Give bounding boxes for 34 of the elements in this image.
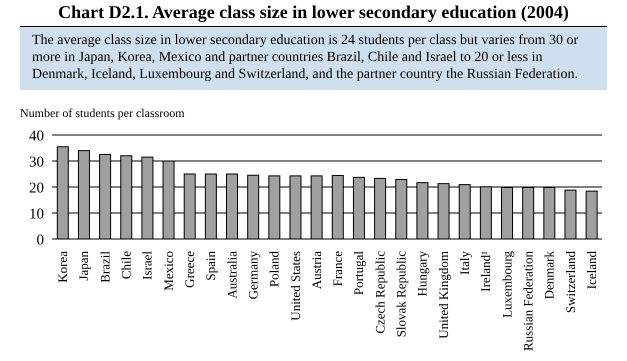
y-tick-label: 10	[29, 206, 44, 222]
x-tick-label: France	[330, 250, 346, 286]
y-tick-label: 40	[29, 128, 44, 144]
x-tick-label: Poland	[266, 250, 282, 288]
x-tick-label: United Kingdom	[436, 251, 451, 339]
chart-subtitle: The average class size in lower secondary education is 24 students per class but varies from 30 or more in Japan, Korea, Mexico and partner countries Brazil, Chile and Israel to 20 or less in Denmark, Iceland, Luxembourg and Switzerland, and the partner country the Russian Federation.	[20, 26, 607, 90]
x-tick-label: Hungary	[414, 250, 430, 296]
x-tick-label: Denmark	[542, 250, 557, 300]
x-tick-label: Portugal	[351, 250, 366, 296]
x-tick-label: Japan	[76, 250, 92, 281]
x-tick-label: Israel	[140, 250, 155, 280]
x-tick-label: Luxembourg	[499, 250, 514, 318]
x-tick-label: Australia	[224, 250, 240, 299]
x-tick-label: Slovak Republic	[394, 250, 409, 338]
y-axis-title: Number of students per classroom	[20, 106, 185, 121]
x-tick-label: Spain	[203, 250, 218, 281]
x-tick-label: Chile	[118, 250, 134, 280]
x-tick-label: Germany	[245, 250, 260, 300]
y-tick-label: 0	[36, 232, 44, 248]
x-tick-label: Greece	[182, 250, 197, 288]
x-tick-label: Czech Republic	[372, 250, 388, 334]
x-tick-label: Italy	[457, 250, 472, 275]
x-tick-label: Brazil	[97, 250, 112, 283]
x-tick-label: Mexico	[160, 251, 176, 291]
y-tick-label: 30	[29, 154, 44, 170]
x-tick-label: United States	[288, 251, 303, 321]
x-tick-label: Switzerland	[562, 250, 578, 314]
y-tick-label: 20	[29, 180, 44, 196]
x-tick-label: Ireland¹	[478, 250, 494, 292]
chart-title: Chart D2.1. Average class size in lower secondary education (2004)	[57, 2, 570, 24]
x-tick-label: Austria	[308, 250, 324, 290]
x-tick-label: Russian Federation	[520, 250, 536, 352]
x-tick-label: Korea	[55, 250, 70, 283]
x-tick-label: Iceland	[584, 250, 599, 290]
